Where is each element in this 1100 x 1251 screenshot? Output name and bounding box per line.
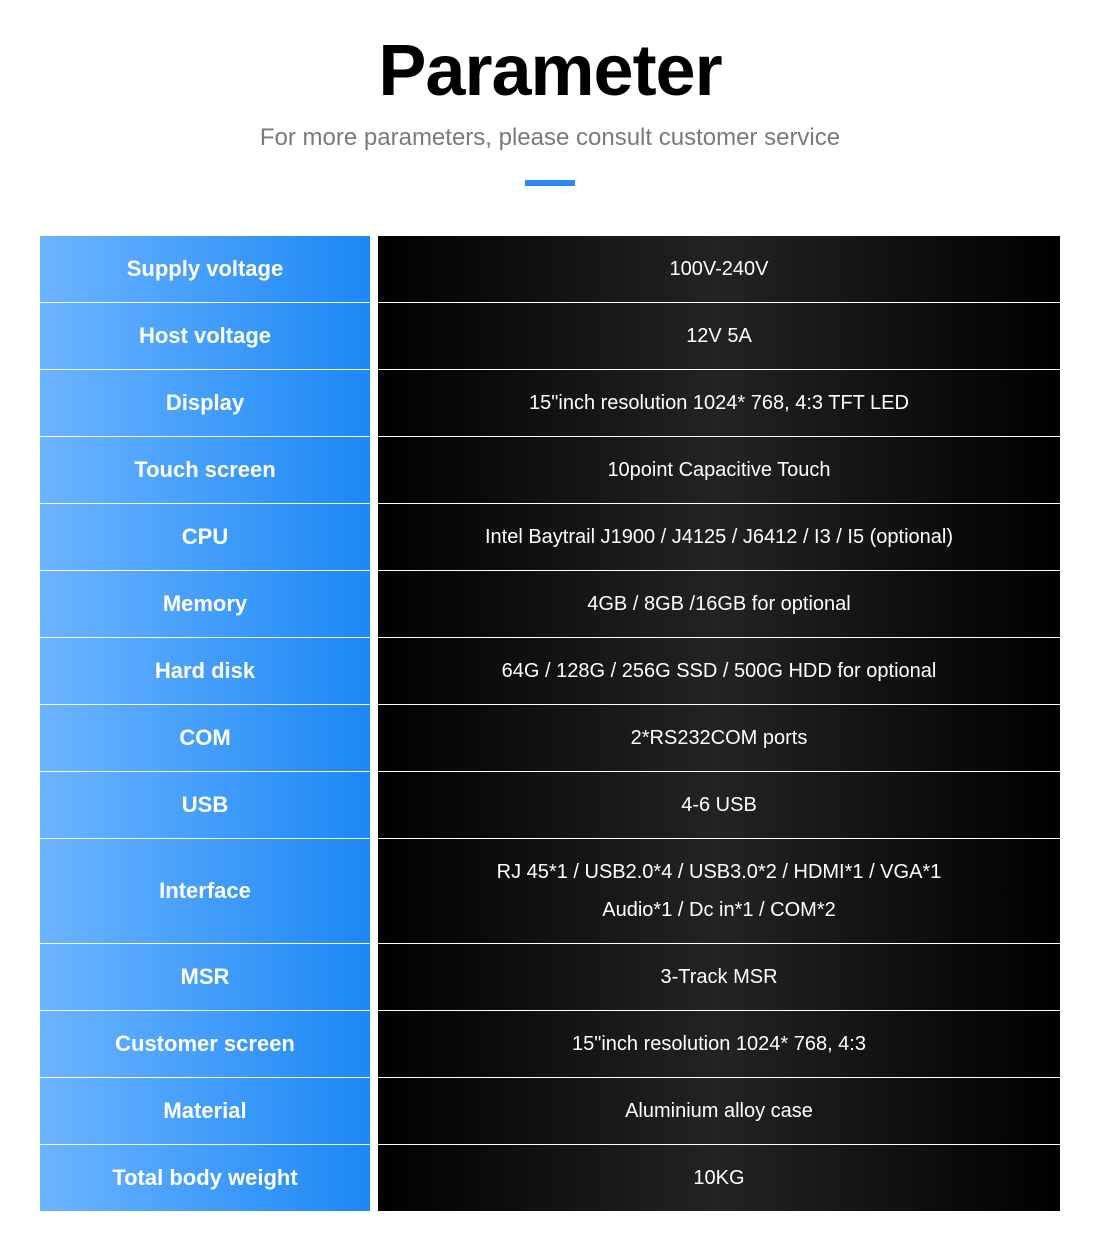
spec-value: 100V-240V [378,236,1060,303]
table-row: Supply voltage100V-240V [40,236,1060,303]
table-row: Customer screen15"inch resolution 1024* … [40,1011,1060,1078]
spec-value: 64G / 128G / 256G SSD / 500G HDD for opt… [378,638,1060,705]
spec-value: 15"inch resolution 1024* 768, 4:3 TFT LE… [378,370,1060,437]
spec-label: Total body weight [40,1145,370,1211]
spec-label: Interface [40,839,370,944]
table-row: Total body weight10KG [40,1145,1060,1211]
spec-value: 4GB / 8GB /16GB for optional [378,571,1060,638]
spec-value: Aluminium alloy case [378,1078,1060,1145]
spec-label: Display [40,370,370,437]
spec-label: Memory [40,571,370,638]
spec-label: Material [40,1078,370,1145]
table-row: USB4-6 USB [40,772,1060,839]
table-row: Touch screen10point Capacitive Touch [40,437,1060,504]
title-divider [525,180,575,186]
table-row: Host voltage12V 5A [40,303,1060,370]
spec-label: USB [40,772,370,839]
spec-value: RJ 45*1 / USB2.0*4 / USB3.0*2 / HDMI*1 /… [378,839,1060,944]
table-row: InterfaceRJ 45*1 / USB2.0*4 / USB3.0*2 /… [40,839,1060,944]
page-container: Parameter For more parameters, please co… [0,0,1100,1251]
table-row: Hard disk64G / 128G / 256G SSD / 500G HD… [40,638,1060,705]
spec-label: Host voltage [40,303,370,370]
spec-value: 4-6 USB [378,772,1060,839]
spec-label: CPU [40,504,370,571]
spec-label: COM [40,705,370,772]
spec-label: Customer screen [40,1011,370,1078]
spec-label: Hard disk [40,638,370,705]
spec-label: Touch screen [40,437,370,504]
table-row: MSR3-Track MSR [40,944,1060,1011]
spec-value: 12V 5A [378,303,1060,370]
page-title: Parameter [40,30,1060,112]
table-row: Display15"inch resolution 1024* 768, 4:3… [40,370,1060,437]
spec-label: MSR [40,944,370,1011]
spec-table: Supply voltage100V-240VHost voltage12V 5… [40,236,1060,1211]
table-row: MaterialAluminium alloy case [40,1078,1060,1145]
spec-value: Intel Baytrail J1900 / J4125 / J6412 / I… [378,504,1060,571]
page-subtitle: For more parameters, please consult cust… [40,124,1060,152]
table-row: Memory4GB / 8GB /16GB for optional [40,571,1060,638]
spec-value: 15"inch resolution 1024* 768, 4:3 [378,1011,1060,1078]
spec-value: 3-Track MSR [378,944,1060,1011]
table-row: COM2*RS232COM ports [40,705,1060,772]
spec-value: 2*RS232COM ports [378,705,1060,772]
spec-value: 10KG [378,1145,1060,1211]
spec-value: 10point Capacitive Touch [378,437,1060,504]
spec-label: Supply voltage [40,236,370,303]
table-row: CPUIntel Baytrail J1900 / J4125 / J6412 … [40,504,1060,571]
